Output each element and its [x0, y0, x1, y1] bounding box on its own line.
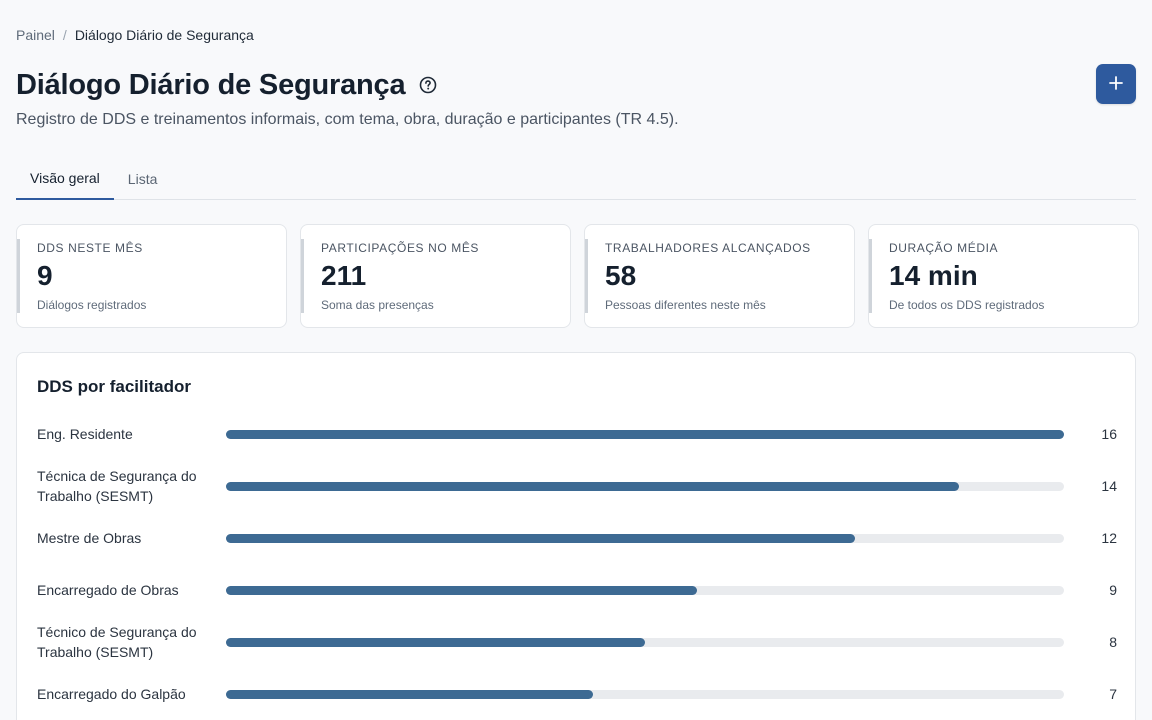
- chart-row: Técnico de Segurança do Trabalho (SESMT)…: [17, 616, 1137, 668]
- stat-note: Diálogos registrados: [37, 298, 147, 312]
- stat-value: 211: [321, 260, 367, 291]
- bar-label: Técnica de Segurança do Trabalho (SESMT): [37, 468, 197, 504]
- stat-accent-bar: [869, 239, 872, 313]
- bar: [226, 482, 960, 491]
- breadcrumb-home-link[interactable]: Painel: [16, 27, 55, 43]
- bar-label: Mestre de Obras: [37, 530, 142, 546]
- bar-value-label: 16: [1101, 426, 1117, 442]
- stat-label: TRABALHADORES ALCANÇADOS: [605, 241, 811, 255]
- bar-value-label: 8: [1109, 634, 1117, 650]
- tabs: Visão geral Lista: [16, 158, 1136, 200]
- bar-value-label: 7: [1109, 686, 1117, 702]
- stat-note: Soma das presenças: [321, 298, 434, 312]
- stat-value: 58: [605, 260, 637, 291]
- question-circle-icon[interactable]: [419, 76, 437, 94]
- breadcrumb: Painel / Diálogo Diário de Segurança: [16, 26, 254, 44]
- breadcrumb-separator: /: [62, 27, 67, 43]
- stat-card-participacoes: PARTICIPAÇÕES NO MÊS 211 Soma das presen…: [300, 224, 571, 328]
- stat-accent-bar: [301, 239, 304, 313]
- bar-track: [226, 482, 1064, 491]
- stats-row: DDS NESTE MÊS 9 Diálogos registrados PAR…: [16, 224, 1139, 328]
- bar-label: Encarregado de Obras: [37, 582, 179, 598]
- stat-value: 14 min: [889, 260, 978, 291]
- facilitator-chart-card: DDS por facilitador Eng. Residente 16 Técn…: [16, 352, 1136, 720]
- bar-track: [226, 638, 1064, 647]
- bar: [226, 638, 645, 647]
- stat-label: PARTICIPAÇÕES NO MÊS: [321, 241, 480, 255]
- add-dds-button[interactable]: [1096, 64, 1136, 104]
- plus-icon: [1108, 75, 1124, 94]
- bar-value-label: 12: [1101, 530, 1117, 546]
- stat-card-trabalhadores: TRABALHADORES ALCANÇADOS 58 Pessoas dife…: [584, 224, 855, 328]
- chart-title: DDS por facilitador: [37, 377, 191, 396]
- title-row: Diálogo Diário de Segurança: [16, 66, 437, 104]
- breadcrumb-current: Diálogo Diário de Segurança: [74, 27, 254, 43]
- stat-note: Pessoas diferentes neste mês: [605, 298, 766, 312]
- bar: [226, 690, 593, 699]
- chart-row: Encarregado de Obras 9: [17, 564, 1137, 616]
- bar: [226, 534, 855, 543]
- stat-label: DDS NESTE MÊS: [37, 241, 143, 255]
- bar-track: [226, 586, 1064, 595]
- bar-track: [226, 534, 1064, 543]
- bar-value-label: 9: [1109, 582, 1117, 598]
- bar-track: [226, 690, 1064, 699]
- bar: [226, 586, 698, 595]
- chart-row: Encarregado do Galpão 7: [17, 668, 1137, 720]
- bar-label: Eng. Residente: [37, 426, 133, 442]
- stat-accent-bar: [585, 239, 588, 313]
- chart-row: Mestre de Obras 12: [17, 512, 1137, 564]
- chart-row: Eng. Residente 16: [17, 408, 1137, 460]
- bar-track: [226, 430, 1064, 439]
- page-title: Diálogo Diário de Segurança: [16, 69, 406, 101]
- stat-card-duracao: DURAÇÃO MÉDIA 14 min De todos os DDS reg…: [868, 224, 1139, 328]
- stat-accent-bar: [17, 239, 20, 313]
- stat-value: 9: [37, 260, 53, 291]
- page-subtitle: Registro de DDS e treinamentos informais…: [16, 111, 679, 128]
- stat-card-dds-mes: DDS NESTE MÊS 9 Diálogos registrados: [16, 224, 287, 328]
- bar-value-label: 14: [1101, 478, 1117, 494]
- stat-note: De todos os DDS registrados: [889, 298, 1045, 312]
- tab-visao-geral[interactable]: Visão geral: [16, 158, 114, 200]
- tab-lista[interactable]: Lista: [127, 171, 158, 187]
- bar-label: Técnico de Segurança do Trabalho (SESMT): [37, 624, 197, 660]
- bar: [226, 430, 1064, 439]
- stat-label: DURAÇÃO MÉDIA: [889, 241, 999, 255]
- bar-label: Encarregado do Galpão: [37, 686, 186, 702]
- chart-row: Técnica de Segurança do Trabalho (SESMT)…: [17, 460, 1137, 512]
